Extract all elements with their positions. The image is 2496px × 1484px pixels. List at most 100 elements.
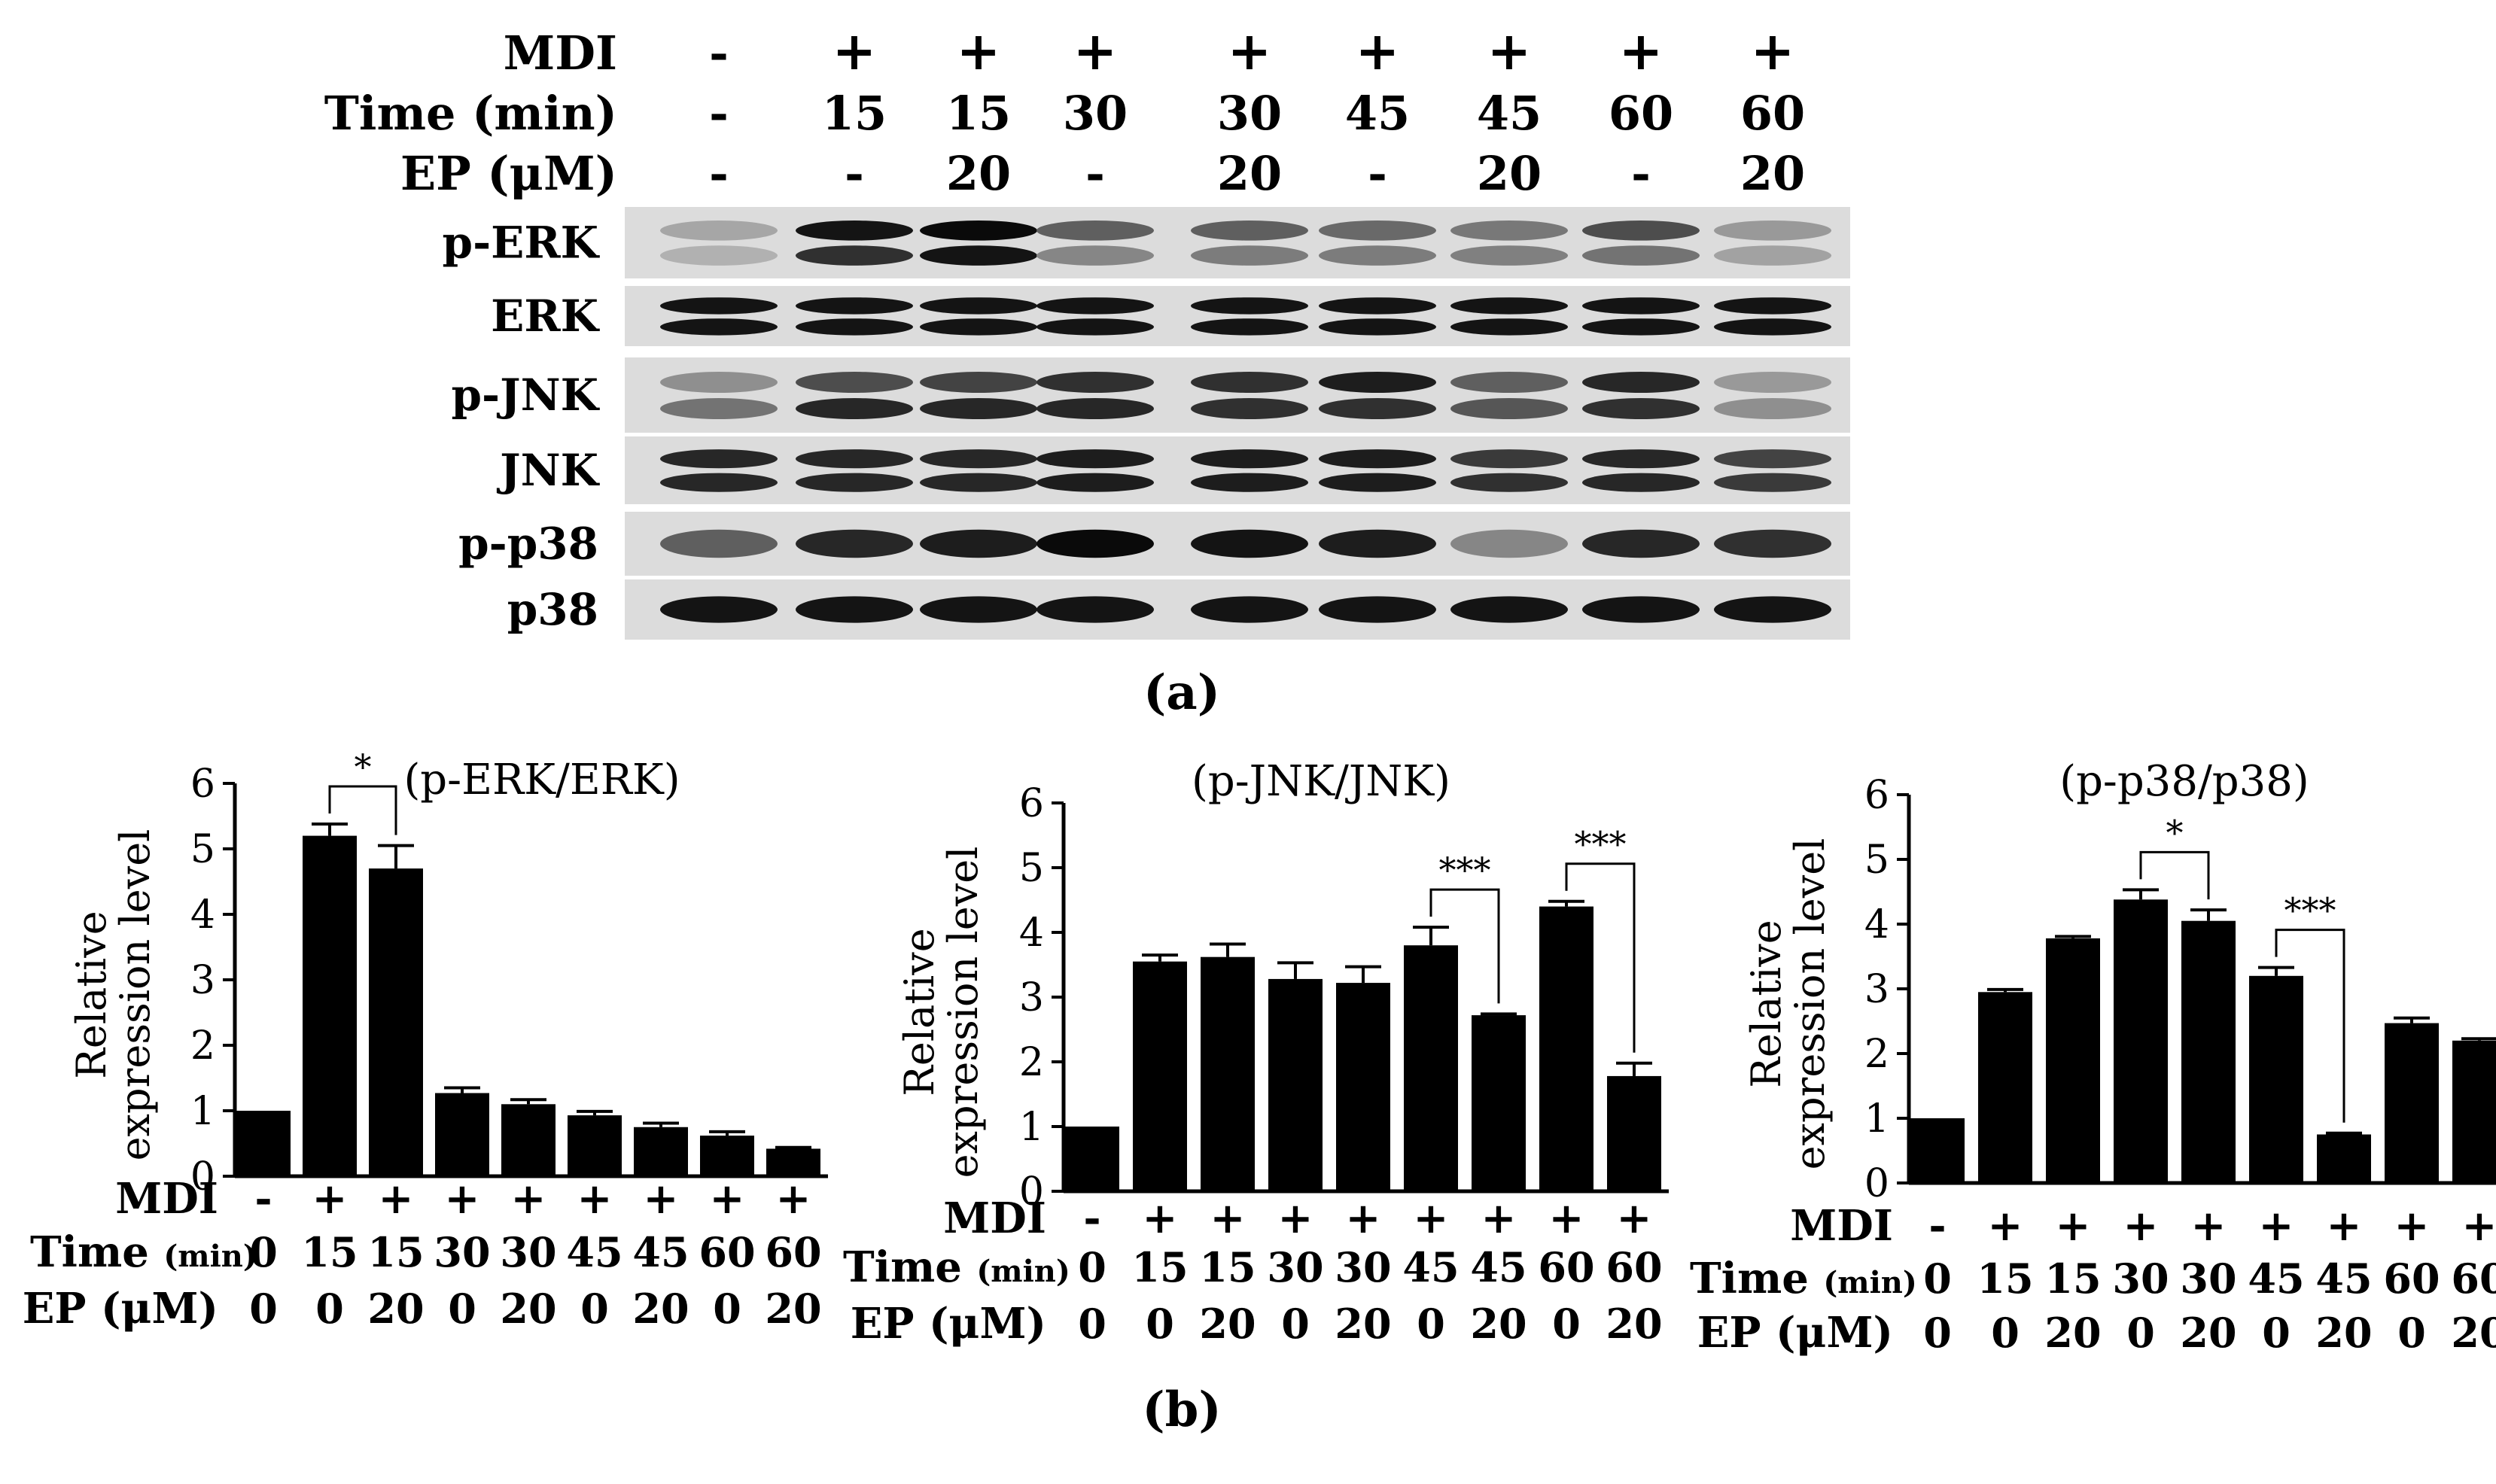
mdi-value: + [776, 1174, 811, 1224]
bar [2181, 920, 2236, 1183]
blot-band [660, 473, 778, 492]
y-tick-label: 2 [1864, 1032, 1889, 1077]
row-label-mdi: MDI [1790, 1201, 1893, 1251]
mdi-value: + [577, 1174, 613, 1224]
ep-value: 0 [580, 1285, 609, 1333]
blot-band [1714, 245, 1831, 266]
blot-band [1714, 398, 1831, 419]
bar [700, 1136, 754, 1176]
blot-band [1450, 318, 1568, 336]
mdi-value: + [1549, 1194, 1584, 1243]
blot-header-value: 20 [1477, 146, 1542, 201]
chart-title: (p-JNK/JNK) [1192, 757, 1450, 806]
blot-header-value: - [1631, 146, 1651, 201]
blot-band [796, 297, 913, 315]
blot-band [660, 318, 778, 336]
blot-band [796, 398, 913, 419]
mdi-value: + [312, 1174, 348, 1224]
blot-band [1191, 473, 1308, 492]
row-label-time: Time (min) [30, 1227, 257, 1277]
blot-band [920, 529, 1037, 558]
time-value: 0 [1923, 1254, 1952, 1303]
ep-value: 20 [2180, 1309, 2236, 1357]
blot-band [660, 245, 778, 266]
blot-band [1191, 596, 1308, 623]
y-tick-label: 3 [190, 958, 215, 1003]
time-value: 60 [2383, 1254, 2440, 1303]
ep-value: 0 [713, 1285, 741, 1333]
mdi-value: + [1414, 1194, 1449, 1243]
blot-band [1582, 529, 1700, 558]
blot-header-label: Time (min) [324, 86, 617, 141]
y-axis-label: Relativeexpression level [68, 829, 159, 1161]
mdi-value: + [1988, 1201, 2023, 1251]
blot-band [1319, 372, 1436, 393]
blot-band [1714, 473, 1831, 492]
blot-header-value: - [709, 86, 729, 141]
ep-value: 20 [2044, 1309, 2101, 1357]
blot-band [1714, 596, 1831, 623]
blot-band [1450, 473, 1568, 492]
y-tick-label: 1 [1019, 1105, 1044, 1150]
blot-band [1582, 372, 1700, 393]
bar [435, 1093, 489, 1176]
blot-header-value: - [709, 146, 729, 201]
blot-band [1582, 245, 1700, 266]
ep-value: 0 [1146, 1300, 1174, 1348]
time-value: 60 [1538, 1243, 1594, 1291]
time-value: 15 [1199, 1243, 1256, 1291]
row-label-ep: EP (μM) [23, 1284, 218, 1333]
blot-band [660, 449, 778, 469]
blot-band [920, 220, 1037, 241]
blot-row-label: p38 [507, 584, 598, 635]
ep-value: 0 [1078, 1300, 1106, 1348]
blot-band [1319, 245, 1436, 266]
blot-band [1191, 529, 1308, 558]
time-value: 60 [699, 1228, 755, 1276]
blot-band [1714, 220, 1831, 241]
y-tick-label: 3 [1864, 967, 1889, 1012]
time-value: 15 [1977, 1254, 2033, 1303]
time-value: 30 [2112, 1254, 2169, 1303]
blot-band [1191, 449, 1308, 469]
blot-band [796, 372, 913, 393]
blot-header-value: 60 [1609, 86, 1673, 141]
blot-band [1036, 318, 1154, 336]
y-tick-label: 2 [190, 1023, 215, 1069]
ep-value: 0 [2126, 1309, 2155, 1357]
blot-band [1450, 529, 1568, 558]
blot-header-value: - [1085, 146, 1105, 201]
significance-bracket [1565, 862, 1636, 1053]
bar [2249, 975, 2303, 1183]
mdi-value: + [710, 1174, 745, 1224]
row-label-time: Time (min) [843, 1242, 1070, 1292]
bar [236, 1111, 291, 1176]
blot-header-value: + [1487, 20, 1532, 82]
blot-header-label: EP (μM) [400, 146, 617, 201]
blot-band [1036, 529, 1154, 558]
blot-band [920, 596, 1037, 623]
blot-header-value: + [957, 20, 1001, 82]
blot-band [1191, 297, 1308, 315]
blot-band [1450, 596, 1568, 623]
blot-band [1036, 245, 1154, 266]
y-tick-label: 4 [1864, 902, 1889, 947]
blot-band [1036, 372, 1154, 393]
blot-band [920, 398, 1037, 419]
y-tick-label: 6 [1019, 781, 1044, 826]
blot-band [1450, 372, 1568, 393]
row-label-ep: EP (μM) [1697, 1308, 1893, 1358]
y-tick-label: 0 [1864, 1161, 1889, 1206]
bar [2452, 1040, 2496, 1183]
blot-header-value: + [1356, 20, 1400, 82]
y-tick-label: 6 [1864, 773, 1889, 818]
time-value: 45 [1402, 1243, 1459, 1291]
mdi-value: + [1278, 1194, 1313, 1243]
blot-band [1582, 220, 1700, 241]
y-tick-label: 4 [1019, 911, 1044, 956]
ep-value: 20 [632, 1285, 689, 1333]
blot-band [1319, 449, 1436, 469]
blot-header-value: + [833, 20, 877, 82]
mdi-value: + [2462, 1201, 2496, 1251]
blot-band [1036, 297, 1154, 315]
